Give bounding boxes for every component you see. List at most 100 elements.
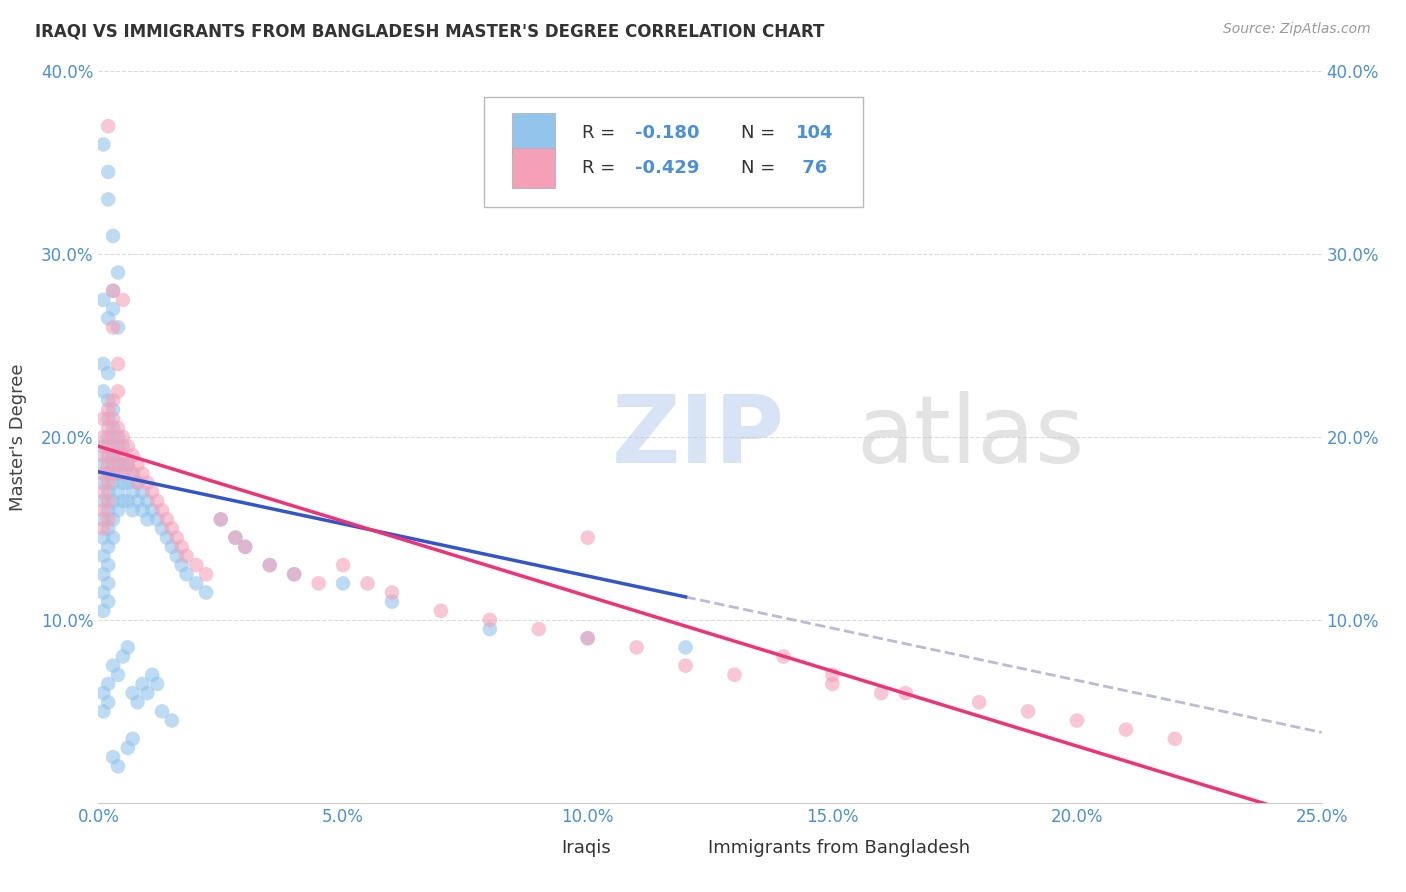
Point bbox=[107, 421, 129, 435]
Point bbox=[107, 503, 129, 517]
Point bbox=[101, 284, 124, 298]
Point bbox=[150, 521, 173, 535]
Point bbox=[101, 475, 124, 490]
Text: IRAQI VS IMMIGRANTS FROM BANGLADESH MASTER'S DEGREE CORRELATION CHART: IRAQI VS IMMIGRANTS FROM BANGLADESH MAST… bbox=[35, 22, 824, 40]
Point bbox=[1164, 731, 1187, 746]
Text: 104: 104 bbox=[796, 124, 834, 142]
Point bbox=[97, 458, 120, 472]
Point bbox=[111, 649, 134, 664]
FancyBboxPatch shape bbox=[661, 832, 697, 865]
Point bbox=[430, 604, 453, 618]
Point bbox=[283, 567, 305, 582]
Point bbox=[97, 402, 120, 417]
Point bbox=[97, 677, 120, 691]
Point bbox=[117, 475, 139, 490]
Point bbox=[131, 467, 153, 481]
Point bbox=[111, 475, 134, 490]
Point bbox=[131, 503, 153, 517]
Point bbox=[101, 448, 124, 462]
Point bbox=[97, 512, 120, 526]
Point bbox=[136, 512, 159, 526]
Point bbox=[233, 540, 256, 554]
Point bbox=[111, 293, 134, 307]
Point bbox=[91, 686, 114, 700]
Point bbox=[101, 458, 124, 472]
Point bbox=[101, 467, 124, 481]
FancyBboxPatch shape bbox=[515, 832, 551, 865]
Point bbox=[101, 412, 124, 426]
Text: Source: ZipAtlas.com: Source: ZipAtlas.com bbox=[1223, 22, 1371, 37]
Point bbox=[131, 485, 153, 500]
Point bbox=[170, 540, 193, 554]
Point bbox=[97, 430, 120, 444]
Point bbox=[91, 512, 114, 526]
Point bbox=[117, 458, 139, 472]
Point bbox=[101, 512, 124, 526]
Point bbox=[97, 120, 120, 134]
Point bbox=[97, 494, 120, 508]
Point bbox=[107, 448, 129, 462]
Point bbox=[91, 384, 114, 399]
Point bbox=[117, 494, 139, 508]
Point bbox=[259, 558, 281, 573]
Point bbox=[97, 439, 120, 453]
Point bbox=[107, 667, 129, 681]
Point bbox=[233, 540, 256, 554]
Point bbox=[97, 576, 120, 591]
Point bbox=[97, 467, 120, 481]
Text: R =: R = bbox=[582, 160, 620, 178]
Point bbox=[107, 439, 129, 453]
Point bbox=[166, 549, 188, 563]
Point bbox=[91, 137, 114, 152]
Point bbox=[121, 503, 143, 517]
Point bbox=[101, 430, 124, 444]
Point bbox=[136, 686, 159, 700]
Point bbox=[821, 677, 844, 691]
Point bbox=[224, 531, 246, 545]
Point bbox=[111, 430, 134, 444]
Point bbox=[97, 485, 120, 500]
Point bbox=[101, 531, 124, 545]
Point bbox=[91, 531, 114, 545]
Point bbox=[160, 540, 183, 554]
Point bbox=[146, 494, 169, 508]
Point bbox=[224, 531, 246, 545]
Point bbox=[107, 320, 129, 334]
FancyBboxPatch shape bbox=[512, 148, 555, 188]
Point bbox=[91, 485, 114, 500]
Point bbox=[101, 421, 124, 435]
Text: -0.429: -0.429 bbox=[636, 160, 700, 178]
Point bbox=[131, 677, 153, 691]
Point bbox=[141, 485, 163, 500]
Point bbox=[97, 393, 120, 408]
Text: N =: N = bbox=[741, 124, 780, 142]
Text: 76: 76 bbox=[796, 160, 827, 178]
Point bbox=[176, 567, 198, 582]
Point bbox=[967, 695, 990, 709]
Point bbox=[97, 695, 120, 709]
Point bbox=[111, 467, 134, 481]
Point bbox=[121, 686, 143, 700]
Point bbox=[121, 467, 143, 481]
Point bbox=[101, 284, 124, 298]
Point bbox=[107, 430, 129, 444]
Point bbox=[356, 576, 378, 591]
Point bbox=[381, 585, 404, 599]
Point bbox=[97, 448, 120, 462]
Point bbox=[101, 439, 124, 453]
Point bbox=[195, 585, 218, 599]
Point bbox=[107, 384, 129, 399]
Point bbox=[101, 301, 124, 317]
Point bbox=[97, 412, 120, 426]
Point bbox=[91, 549, 114, 563]
Point bbox=[209, 512, 232, 526]
Point bbox=[1066, 714, 1088, 728]
Point bbox=[97, 521, 120, 535]
Text: atlas: atlas bbox=[856, 391, 1085, 483]
Point bbox=[91, 521, 114, 535]
Point bbox=[166, 531, 188, 545]
Point bbox=[91, 494, 114, 508]
Point bbox=[576, 632, 599, 646]
Point bbox=[576, 531, 599, 545]
Point bbox=[121, 731, 143, 746]
